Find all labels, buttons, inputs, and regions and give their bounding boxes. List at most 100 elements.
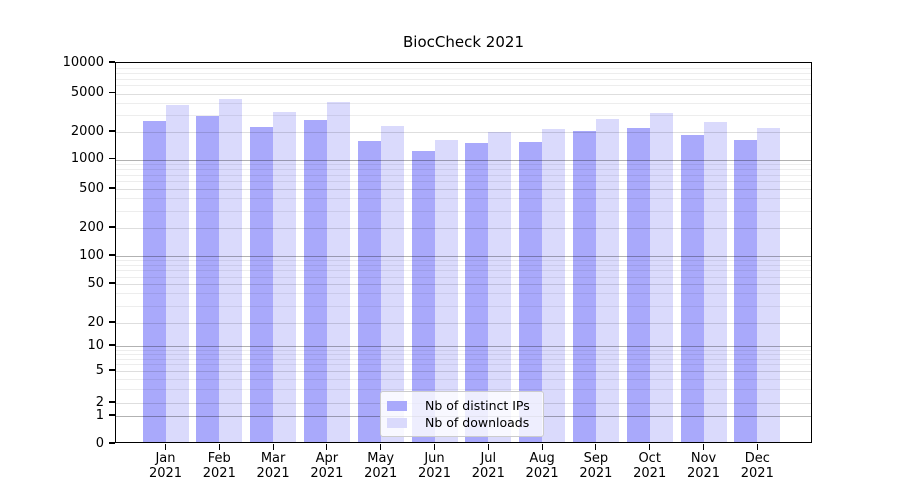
gridline-minor [116,305,811,307]
y-tick-label: 1000 [70,151,104,166]
gridline-minor [116,260,811,262]
x-tick-year: 2021 [202,465,236,481]
y-tick-label: 10 [87,337,104,353]
y-tick-label: 0 [95,435,104,451]
y-tick-label: 5000 [70,85,104,100]
gridline-labeled-minor [116,189,811,190]
gridline-minor [116,163,811,165]
bar-distinct-ips [626,127,650,442]
bar-downloads [703,121,727,442]
gridline-minor [116,378,811,380]
y-tick-mark [109,282,115,284]
x-tick-mark [380,444,382,450]
x-tick-month: Oct [638,451,661,466]
x-tick-mark [164,444,167,450]
gridline-minor [116,358,811,360]
gridline-labeled-minor [116,323,811,324]
bar-downloads [542,128,566,442]
y-tick-mark [109,157,115,160]
x-tick-label: Apr 2021 [295,451,359,481]
x-tick-label: Oct 2021 [618,451,682,481]
x-tick-month: Aug [529,451,555,466]
gridline-minor [116,102,811,104]
x-tick-mark [433,444,436,450]
legend-row: Nb of downloads [387,414,537,431]
gridline-minor [116,67,811,69]
gridline-major [116,256,811,257]
gridline-labeled-minor [116,132,811,133]
gridline-minor [116,210,811,212]
bar-downloads [488,131,512,442]
gridline-labeled-minor [116,284,811,285]
x-tick-label: May 2021 [349,451,413,481]
y-tick-mark [109,61,115,63]
gridline-labeled-minor [116,371,811,372]
x-tick-year: 2021 [364,465,398,481]
gridline-minor [116,276,811,278]
legend-row: Nb of distinct IPs [387,397,537,414]
x-tick-mark [595,444,597,450]
gridline-labeled-minor [116,93,811,95]
bar-distinct-ips [519,141,543,442]
bar-distinct-ips [411,151,435,442]
x-tick-year: 2021 [740,465,774,481]
x-tick-month: Nov [690,451,717,466]
x-tick-month: Feb [207,451,231,466]
x-tick-label: Jun 2021 [403,451,467,481]
x-tick-mark [649,444,651,450]
x-tick-label: Jul 2021 [456,451,520,481]
bar-distinct-ips [572,131,596,442]
gridline-minor [116,270,811,272]
y-tick-mark [109,91,115,94]
y-tick-mark [109,369,115,371]
gridline-minor [116,388,811,390]
x-tick-mark [218,444,220,450]
x-tick-month: Sep [583,451,609,466]
y-tick-label: 2 [95,394,104,410]
x-tick-year: 2021 [417,465,452,481]
legend-label: Nb of downloads [425,415,530,430]
gridline-minor [116,181,811,183]
gridline-minor [116,364,811,366]
y-tick-label: 100 [79,247,104,263]
y-tick-mark [109,442,115,444]
bar-distinct-ips [250,127,274,442]
y-tick-mark [109,414,115,416]
gridline-minor [116,114,811,116]
x-tick-mark [702,444,705,450]
bar-distinct-ips [142,120,166,442]
y-tick-mark [109,226,115,228]
plot-area [115,62,812,443]
x-tick-mark [326,444,328,450]
x-tick-year: 2021 [256,465,290,481]
bar-distinct-ips [465,142,489,442]
x-tick-year: 2021 [579,465,613,481]
x-tick-year: 2021 [310,465,344,481]
y-tick-label: 2000 [70,123,104,139]
gridline-minor [116,85,811,87]
y-tick-mark [109,187,115,189]
x-tick-month: Mar [260,451,286,466]
y-tick-label: 50 [87,275,104,291]
y-tick-mark [109,130,115,132]
x-tick-year: 2021 [525,465,559,481]
x-tick-mark [756,444,758,450]
x-tick-month: Jan [155,451,176,466]
gridline-minor [116,354,811,356]
bar-downloads [219,98,243,442]
x-tick-year: 2021 [633,465,667,481]
bar-downloads [595,118,619,442]
x-tick-year: 2021 [471,465,505,481]
bar-distinct-ips [357,140,381,442]
legend-swatch-distinct-ips [387,400,407,411]
x-tick-year: 2021 [686,465,721,481]
legend-swatch-downloads [387,417,407,428]
y-tick-mark [109,344,115,346]
gridline-minor [116,72,811,74]
x-tick-month: May [367,451,395,466]
x-tick-mark [487,444,489,450]
bar-downloads [649,112,673,442]
bar-distinct-ips [303,120,327,442]
x-tick-label: Feb 2021 [187,451,251,481]
legend: Nb of distinct IPs Nb of downloads [380,391,544,437]
